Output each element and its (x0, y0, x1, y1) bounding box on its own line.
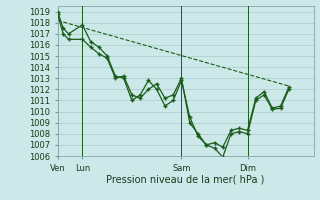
X-axis label: Pression niveau de la mer( hPa ): Pression niveau de la mer( hPa ) (107, 174, 265, 184)
